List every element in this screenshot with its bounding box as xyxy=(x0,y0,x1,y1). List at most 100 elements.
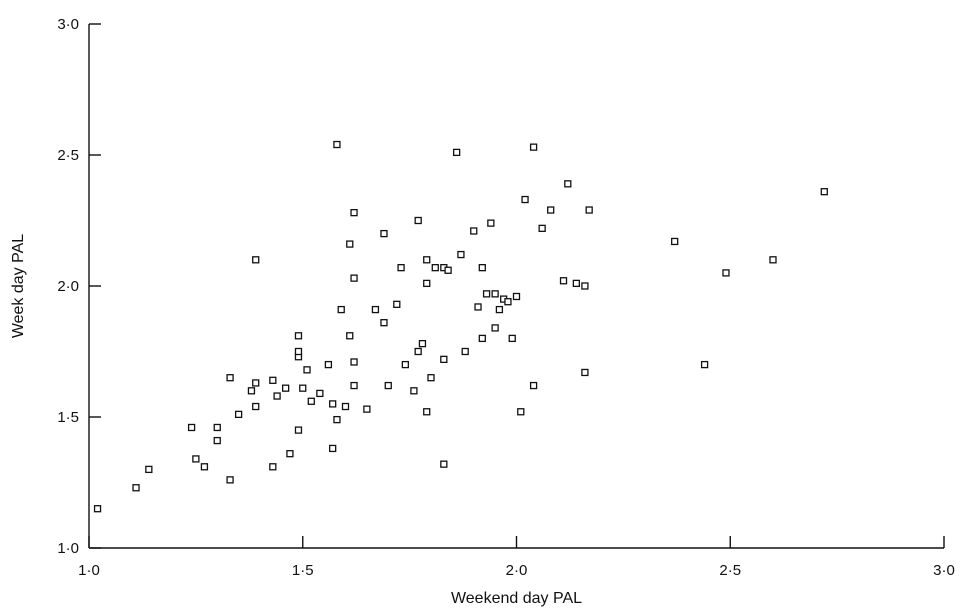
data-point xyxy=(504,298,512,306)
data-point xyxy=(200,463,209,471)
data-point xyxy=(299,384,307,392)
data-point xyxy=(769,256,777,264)
data-point xyxy=(307,397,315,405)
data-point xyxy=(581,282,589,290)
data-point xyxy=(444,266,452,274)
data-point xyxy=(423,279,431,288)
data-point xyxy=(585,206,593,214)
data-point xyxy=(478,264,486,272)
data-point xyxy=(380,319,388,327)
data-point xyxy=(572,279,580,288)
data-point xyxy=(337,305,345,314)
x-tick-label: 1·5 xyxy=(292,562,314,579)
data-point xyxy=(350,274,358,282)
data-point xyxy=(294,347,303,356)
data-point xyxy=(333,415,341,424)
data-point xyxy=(384,381,392,390)
data-point xyxy=(252,256,260,264)
data-point xyxy=(529,381,538,390)
data-point xyxy=(478,334,486,343)
data-point xyxy=(700,360,709,369)
data-point xyxy=(329,400,337,408)
y-tick-label: 1·0 xyxy=(57,540,79,557)
data-point xyxy=(192,455,200,463)
data-point xyxy=(273,392,281,400)
data-point xyxy=(431,264,439,272)
data-point xyxy=(491,324,499,332)
data-point xyxy=(350,208,358,217)
data-point xyxy=(482,290,491,298)
data-point xyxy=(252,379,260,387)
x-tick-label: 1·0 xyxy=(78,562,100,579)
data-point xyxy=(269,376,277,384)
x-tick-label: 2·0 xyxy=(506,562,528,579)
y-tick-label: 2·0 xyxy=(57,278,79,295)
data-point xyxy=(722,269,730,277)
data-point xyxy=(269,463,277,471)
y-axis-title: Week day PAL xyxy=(10,234,27,338)
data-point xyxy=(538,224,546,233)
data-point xyxy=(393,300,401,308)
data-point xyxy=(440,355,448,364)
data-point xyxy=(452,148,461,157)
data-point xyxy=(457,250,465,259)
data-point xyxy=(350,381,358,390)
data-point xyxy=(820,188,828,196)
data-point xyxy=(187,423,196,432)
x-tick-label: 2·5 xyxy=(719,562,741,579)
data-point xyxy=(333,140,341,149)
data-point xyxy=(316,389,324,398)
data-point xyxy=(401,360,410,369)
data-point xyxy=(145,465,153,474)
data-point xyxy=(423,408,431,416)
data-point xyxy=(371,305,380,314)
data-point xyxy=(346,332,354,340)
data-point xyxy=(529,143,538,151)
x-axis-ticks: 1·0 1·5 2·0 2·5 3·0 xyxy=(78,536,955,579)
x-tick-label: 3·0 xyxy=(933,562,955,579)
data-point xyxy=(350,358,358,366)
data-point xyxy=(418,339,427,348)
data-point xyxy=(226,374,234,382)
data-point xyxy=(303,366,311,374)
data-point xyxy=(294,426,303,434)
data-point xyxy=(461,347,469,356)
data-point xyxy=(671,237,679,246)
y-tick-label: 3·0 xyxy=(57,16,79,33)
data-point xyxy=(132,484,140,492)
data-point xyxy=(495,305,504,314)
data-point xyxy=(581,368,589,377)
data-point xyxy=(512,292,521,301)
data-point xyxy=(380,229,388,238)
data-point xyxy=(440,460,448,468)
data-point xyxy=(363,405,371,413)
data-point xyxy=(213,423,221,432)
data-point xyxy=(517,408,525,416)
data-point xyxy=(397,264,405,272)
data-point xyxy=(226,476,234,484)
data-point xyxy=(346,240,354,248)
data-point xyxy=(470,227,478,235)
data-point xyxy=(329,444,337,453)
data-point xyxy=(286,450,294,458)
data-point xyxy=(410,387,418,395)
data-point xyxy=(474,303,482,311)
data-point xyxy=(294,332,303,340)
data-points xyxy=(93,140,828,513)
data-point xyxy=(234,410,243,419)
axes xyxy=(88,24,944,549)
data-point xyxy=(521,195,529,204)
data-point xyxy=(341,402,350,411)
data-point xyxy=(213,436,221,445)
data-point xyxy=(491,290,499,298)
data-point xyxy=(281,384,290,392)
y-tick-label: 2·5 xyxy=(57,147,79,164)
x-axis-title: Weekend day PAL xyxy=(451,590,582,607)
data-point xyxy=(252,402,260,411)
data-point xyxy=(427,374,435,382)
data-point xyxy=(559,277,568,285)
data-point xyxy=(93,505,102,513)
data-point xyxy=(414,347,422,356)
